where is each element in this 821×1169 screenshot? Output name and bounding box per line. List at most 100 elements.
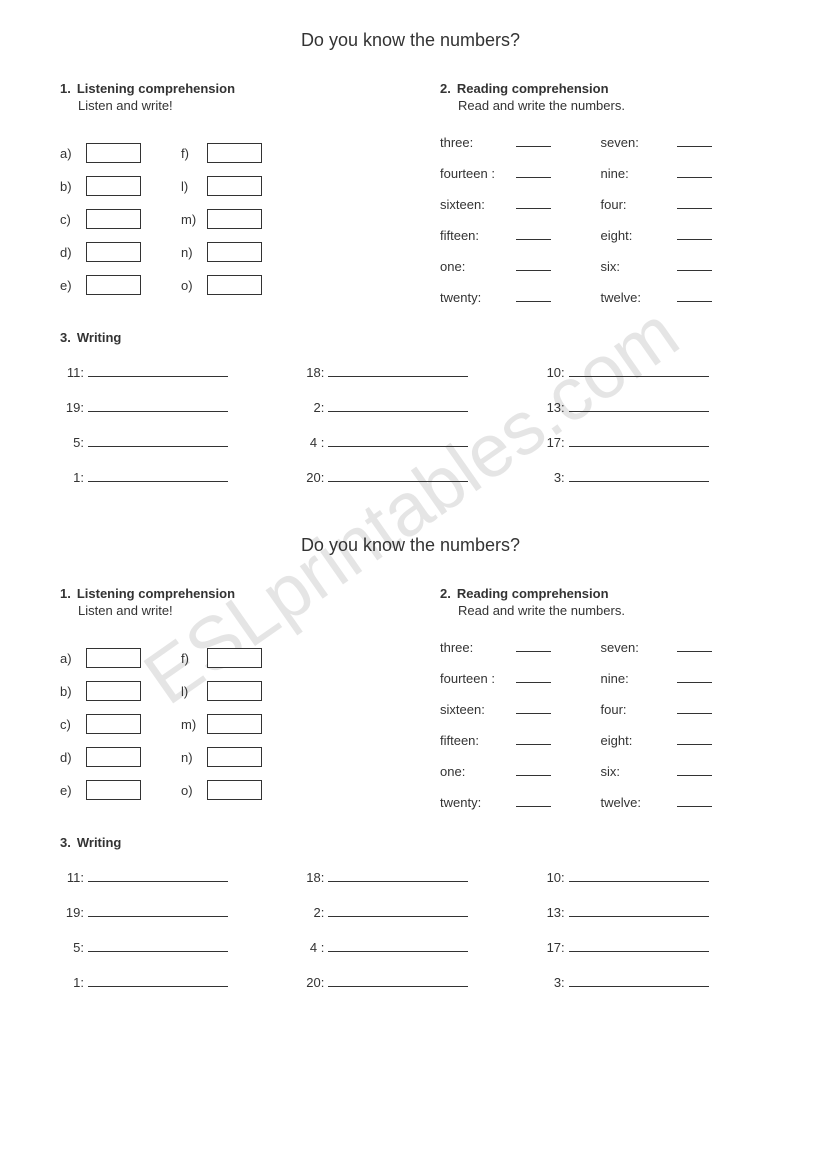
listen-box[interactable] <box>86 747 141 767</box>
listen-box[interactable] <box>86 209 141 229</box>
writing-line[interactable] <box>88 433 228 447</box>
reading-blank[interactable] <box>677 638 712 652</box>
writing-line[interactable] <box>328 363 468 377</box>
reading-blank[interactable] <box>677 257 712 271</box>
section-listening: 1. Listening comprehension Listen and wr… <box>60 586 400 810</box>
listen-label: d) <box>60 750 76 765</box>
listen-label: d) <box>60 245 76 260</box>
writing-num: 10: <box>541 365 569 380</box>
reading-blank[interactable] <box>516 164 551 178</box>
reading-blank[interactable] <box>516 288 551 302</box>
reading-blank[interactable] <box>677 226 712 240</box>
writing-line[interactable] <box>88 973 228 987</box>
listen-box[interactable] <box>86 780 141 800</box>
reading-word: twelve: <box>601 795 671 810</box>
listen-box[interactable] <box>207 143 262 163</box>
listening-col-2: f) l) m) n) o) <box>181 143 262 295</box>
reading-blank[interactable] <box>516 133 551 147</box>
listen-box[interactable] <box>86 242 141 262</box>
section-reading: 2. Reading comprehension Read and write … <box>440 81 761 305</box>
reading-blank[interactable] <box>516 257 551 271</box>
section-num: 2. <box>440 81 451 96</box>
writing-line[interactable] <box>328 433 468 447</box>
reading-blank[interactable] <box>677 288 712 302</box>
writing-line[interactable] <box>328 938 468 952</box>
writing-line[interactable] <box>569 363 709 377</box>
section-subtitle: Listen and write! <box>78 98 400 113</box>
section-subtitle: Listen and write! <box>78 603 400 618</box>
writing-num: 20: <box>300 975 328 990</box>
reading-blank[interactable] <box>516 669 551 683</box>
reading-blank[interactable] <box>677 133 712 147</box>
writing-num: 11: <box>60 365 88 380</box>
reading-word: nine: <box>601 671 671 686</box>
writing-line[interactable] <box>569 903 709 917</box>
reading-word: six: <box>601 259 671 274</box>
listen-box[interactable] <box>207 275 262 295</box>
reading-blank[interactable] <box>677 762 712 776</box>
writing-line[interactable] <box>88 363 228 377</box>
writing-line[interactable] <box>88 903 228 917</box>
writing-line[interactable] <box>569 938 709 952</box>
listen-box[interactable] <box>207 242 262 262</box>
listen-box[interactable] <box>207 780 262 800</box>
writing-line[interactable] <box>88 938 228 952</box>
listen-box[interactable] <box>207 714 262 734</box>
listen-label: b) <box>60 684 76 699</box>
listen-label: e) <box>60 783 76 798</box>
section-listening: 1. Listening comprehension Listen and wr… <box>60 81 400 305</box>
listen-box[interactable] <box>207 681 262 701</box>
reading-blank[interactable] <box>516 638 551 652</box>
listening-col-1: a) b) c) d) e) <box>60 648 141 800</box>
listen-label: l) <box>181 684 197 699</box>
reading-word: eight: <box>601 733 671 748</box>
writing-line[interactable] <box>328 468 468 482</box>
writing-line[interactable] <box>328 903 468 917</box>
listen-box[interactable] <box>86 275 141 295</box>
writing-line[interactable] <box>88 868 228 882</box>
reading-blank[interactable] <box>677 669 712 683</box>
listen-label: n) <box>181 750 197 765</box>
listen-box[interactable] <box>86 176 141 196</box>
reading-word: sixteen: <box>440 702 510 717</box>
listen-box[interactable] <box>207 176 262 196</box>
listen-box[interactable] <box>86 648 141 668</box>
listen-box[interactable] <box>86 143 141 163</box>
writing-line[interactable] <box>569 468 709 482</box>
reading-blank[interactable] <box>516 700 551 714</box>
section-title: Listening comprehension <box>77 81 235 96</box>
reading-blank[interactable] <box>516 793 551 807</box>
reading-blank[interactable] <box>516 226 551 240</box>
listen-label: n) <box>181 245 197 260</box>
writing-line[interactable] <box>569 398 709 412</box>
writing-line[interactable] <box>88 468 228 482</box>
reading-blank[interactable] <box>677 731 712 745</box>
writing-num: 19: <box>60 400 88 415</box>
listen-box[interactable] <box>207 648 262 668</box>
reading-blank[interactable] <box>677 164 712 178</box>
reading-word: sixteen: <box>440 197 510 212</box>
reading-blank[interactable] <box>677 700 712 714</box>
listen-label: b) <box>60 179 76 194</box>
listen-box[interactable] <box>86 681 141 701</box>
listen-box[interactable] <box>207 209 262 229</box>
reading-blank[interactable] <box>516 731 551 745</box>
listen-box[interactable] <box>86 714 141 734</box>
listen-box[interactable] <box>207 747 262 767</box>
reading-word: one: <box>440 764 510 779</box>
writing-line[interactable] <box>328 868 468 882</box>
writing-line[interactable] <box>569 973 709 987</box>
writing-line[interactable] <box>569 433 709 447</box>
reading-blank[interactable] <box>516 195 551 209</box>
writing-line[interactable] <box>88 398 228 412</box>
writing-line[interactable] <box>328 398 468 412</box>
reading-blank[interactable] <box>516 762 551 776</box>
writing-num: 5: <box>60 940 88 955</box>
section-num: 3. <box>60 835 71 850</box>
writing-line[interactable] <box>328 973 468 987</box>
reading-blank[interactable] <box>677 793 712 807</box>
section-title: Reading comprehension <box>457 586 609 601</box>
reading-blank[interactable] <box>677 195 712 209</box>
writing-num: 3: <box>541 975 569 990</box>
writing-line[interactable] <box>569 868 709 882</box>
